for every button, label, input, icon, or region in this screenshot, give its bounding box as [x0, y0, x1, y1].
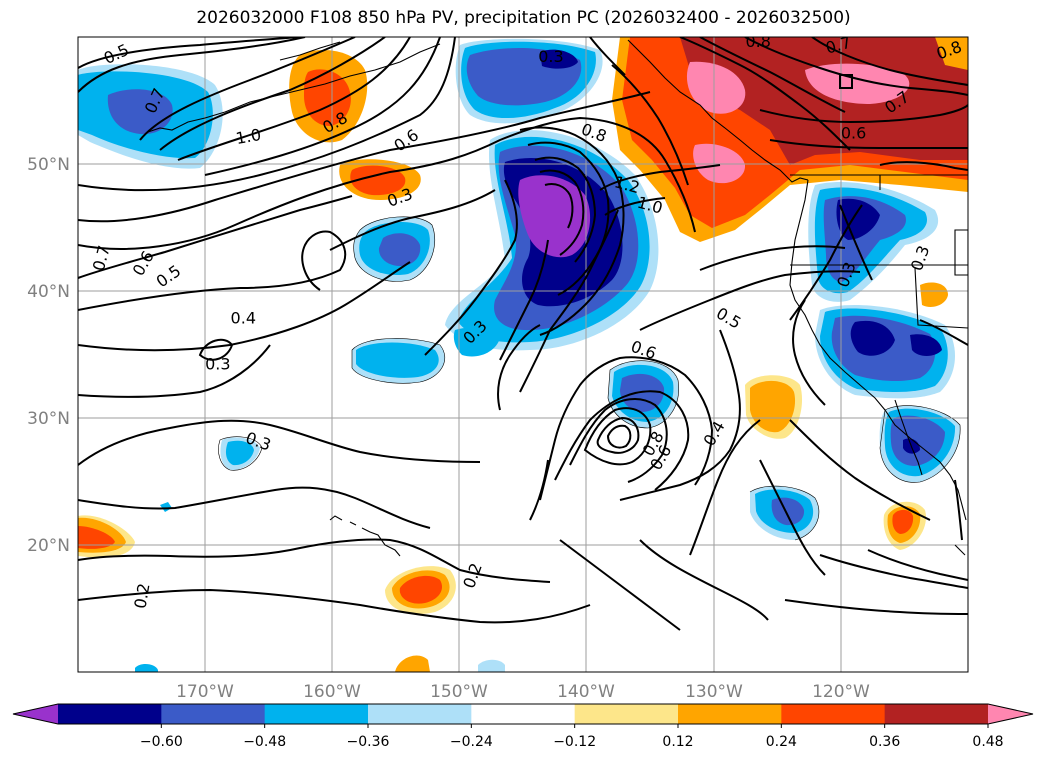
colorbar-bin [161, 704, 266, 724]
lat-tick-label: 50°N [27, 155, 70, 175]
colorbar-bin [678, 704, 782, 724]
contour-label: 0.5 [153, 261, 185, 291]
lat-tick-label: 30°N [27, 409, 70, 429]
contour-label: 0.8 [745, 32, 770, 51]
colorbar-tick-label: −0.24 [450, 734, 493, 750]
contour-label: 0.2 [459, 560, 486, 590]
contour-label: 0.3 [205, 354, 230, 373]
lon-tick-label: 130°W [685, 682, 743, 702]
contour-label: 0.4 [700, 418, 729, 450]
contour-label: 0.7 [824, 33, 854, 58]
colorbar-tick-label: 0.48 [972, 734, 1003, 750]
coastlines [147, 39, 968, 557]
colorbar-bin [574, 704, 679, 724]
colorbar: −0.60 −0.48 −0.36 −0.24 −0.12 0.12 0.24 0.36 0.4… [12, 703, 1034, 750]
lon-tick-label: 140°W [557, 682, 615, 702]
contour-label: 0.3 [538, 47, 563, 66]
colorbar-tick-label: −0.12 [553, 734, 596, 750]
lon-tick-label: 120°W [812, 682, 870, 702]
colorbar-bin [368, 704, 472, 724]
contour-label: 0.6 [390, 125, 422, 155]
colorbar-tick-label: −0.48 [243, 734, 286, 750]
colorbar-extend-min [13, 704, 58, 724]
colorbar-outline [12, 703, 1034, 725]
colorbar-tick-label: 0.24 [766, 734, 797, 750]
colorbar-bin [264, 704, 369, 724]
lat-tick-labels: 50°N 40°N 30°N 20°N [27, 155, 70, 556]
graticule [78, 37, 968, 672]
colorbar-bin [781, 704, 886, 724]
map-frame [77, 36, 969, 673]
contour-label: 0.3 [907, 243, 934, 273]
pv-contours [78, 37, 968, 631]
figure-title: 2026032000 F108 850 hPa PV, precipitatio… [196, 8, 851, 28]
colorbar-bin [58, 704, 162, 724]
lat-tick-label: 40°N [27, 282, 70, 302]
colorbar-extend-max [988, 704, 1033, 724]
lon-tick-labels: 170°W 160°W 150°W 140°W 130°W 120°W [176, 682, 870, 702]
contour-label: 0.2 [130, 582, 153, 610]
colorbar-bin [884, 704, 989, 724]
contour-label: 0.6 [841, 123, 866, 142]
colorbar-tick-label: 0.36 [869, 734, 900, 750]
contour-label: 0.5 [713, 304, 745, 333]
lat-tick-label: 20°N [27, 536, 70, 556]
lon-tick-label: 160°W [303, 682, 361, 702]
lon-tick-label: 170°W [176, 682, 234, 702]
colorbar-tick-label: −0.36 [347, 734, 390, 750]
colorbar-bin [471, 704, 576, 724]
lon-tick-label: 150°W [430, 682, 488, 702]
colorbar-tick-label: 0.12 [662, 734, 693, 750]
contour-label: 0.4 [231, 309, 256, 328]
colorbar-tick-label: −0.60 [140, 734, 183, 750]
contour-label: 1.0 [234, 125, 262, 148]
